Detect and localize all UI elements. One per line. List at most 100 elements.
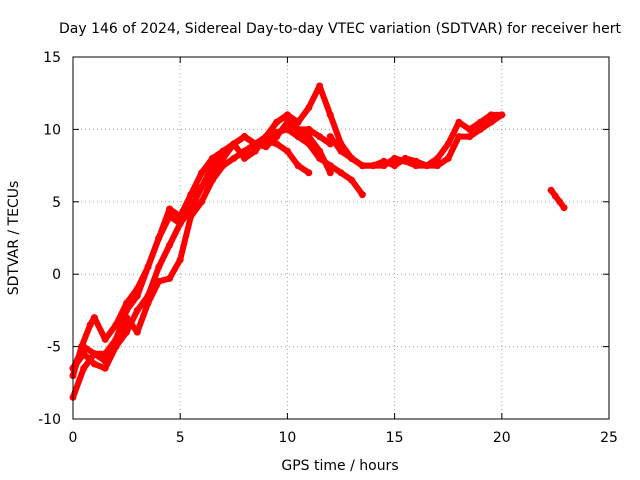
series-sat-f-point <box>283 125 291 133</box>
series-sat-g-point <box>455 133 463 141</box>
series-sat-d-point <box>101 335 109 343</box>
y-tick-label: -10 <box>38 412 61 428</box>
series-sat-f-point <box>241 133 248 141</box>
series-sat-h-point <box>551 192 559 200</box>
series-sat-g-point <box>348 154 356 162</box>
series-sat-d-point <box>208 169 216 177</box>
y-tick-label: 15 <box>43 50 61 66</box>
series-sat-g-point <box>391 162 399 170</box>
x-tick-label: 15 <box>386 430 404 446</box>
series-sat-d-point <box>176 220 184 227</box>
series-sat-e-point <box>316 82 324 90</box>
series-sat-b-point <box>123 328 131 336</box>
series-sat-g-point <box>401 154 409 162</box>
series-sat-d-point <box>78 343 86 351</box>
series-sat-f-point <box>337 169 345 177</box>
series-sat-b-point <box>262 143 270 151</box>
x-axis-label: GPS time / hours <box>281 458 398 474</box>
series-sat-c-point <box>251 147 259 155</box>
series-sat-c-point <box>198 169 206 177</box>
series-sat-e-point <box>476 118 484 126</box>
series-sat-c-point <box>241 154 248 162</box>
x-tick-label: 0 <box>69 430 78 446</box>
series-sat-c-point <box>326 169 334 177</box>
series-sat-g-point <box>423 162 431 170</box>
series-sat-e-point <box>455 118 463 126</box>
series-sat-a-point <box>198 198 206 206</box>
series-sat-h-line <box>548 187 567 211</box>
series-sat-d-point <box>86 321 94 329</box>
series-sat-d-point <box>90 314 98 322</box>
series-sat-g-point <box>476 125 484 133</box>
series-sat-a-point <box>166 275 173 282</box>
series-sat-f-point <box>326 162 334 170</box>
series-sat-f-point <box>305 140 313 148</box>
series-sat-g-point <box>380 157 388 165</box>
series-sat-e-point <box>444 140 452 148</box>
series-sat-e-point <box>283 111 291 119</box>
series-sat-e-point <box>434 154 441 162</box>
series-sat-g-point <box>326 133 334 141</box>
series-sat-e-point <box>294 118 302 126</box>
series-sat-f-point <box>294 133 302 141</box>
x-tick-label: 5 <box>176 430 185 446</box>
series-sat-d-point <box>123 299 131 307</box>
series-sat-c-point <box>208 154 216 162</box>
series-sat-a-point <box>133 328 141 336</box>
series-sat-a-point <box>305 169 313 177</box>
series-sat-b-point <box>144 292 152 300</box>
series-sat-f-point <box>348 176 356 184</box>
series-sat-b-point <box>316 133 324 141</box>
series-sat-b-point <box>166 241 173 249</box>
series-sat-e-point <box>326 111 334 119</box>
series-sat-h-point <box>556 198 564 206</box>
series-sat-f-point <box>262 137 270 145</box>
series-sat-d-point <box>187 191 195 199</box>
series-sat-a-point <box>230 154 238 162</box>
series-sat-g-point <box>466 133 474 141</box>
series-sat-c-point <box>90 350 98 358</box>
series-sat-e-point <box>466 125 474 133</box>
y-tick-label: 10 <box>43 122 61 138</box>
series-sat-f-point <box>316 154 324 162</box>
series-sat-g-point <box>358 162 366 170</box>
series-sat-c-point <box>166 205 173 213</box>
series-sat-d-point <box>155 234 163 242</box>
series-sat-a-point <box>283 147 291 155</box>
series-sat-e-point <box>391 154 399 162</box>
y-axis-label: SDTVAR / TECUs <box>6 181 22 296</box>
grid <box>73 57 609 419</box>
series-sat-e-point <box>487 111 495 119</box>
series-sat-b-point <box>101 357 109 365</box>
series-sat-b-point <box>80 364 88 372</box>
series-sat-g-point <box>434 162 441 170</box>
series-sat-e-point <box>273 118 281 126</box>
series-sat-f-point <box>273 128 281 136</box>
series-sat-d-point <box>112 321 120 329</box>
series-sat-b-point <box>305 125 313 133</box>
axis-ticks: 0 5 10 15 20 25 -10 -5 0 5 10 15 <box>38 50 618 446</box>
series-sat-d-point <box>219 154 227 162</box>
y-tick-label: -5 <box>47 340 61 356</box>
series-sat-g-point <box>498 111 506 119</box>
series-sat-g-point <box>444 154 452 162</box>
series-sat-h-point <box>560 204 568 212</box>
series-sat-g-point <box>337 147 345 155</box>
series-sat-d-point <box>198 183 206 191</box>
x-tick-label: 20 <box>493 430 511 446</box>
series-sat-g-point <box>412 157 420 165</box>
x-tick-label: 25 <box>600 430 618 446</box>
series-sat-h-point <box>547 186 555 194</box>
series-group <box>69 82 568 401</box>
series-sat-c-point <box>305 133 313 141</box>
series-sat-a-point <box>294 162 302 170</box>
plot-frame <box>72 56 610 420</box>
chart-title: Day 146 of 2024, Sidereal Day-to-day VTE… <box>59 21 621 37</box>
series-sat-f-point <box>230 140 238 148</box>
y-tick-label: 5 <box>52 195 61 211</box>
series-sat-d-point <box>144 263 152 271</box>
series-sat-g-point <box>369 162 377 170</box>
series-sat-a-point <box>101 364 109 372</box>
series-sat-e-point <box>305 104 313 112</box>
